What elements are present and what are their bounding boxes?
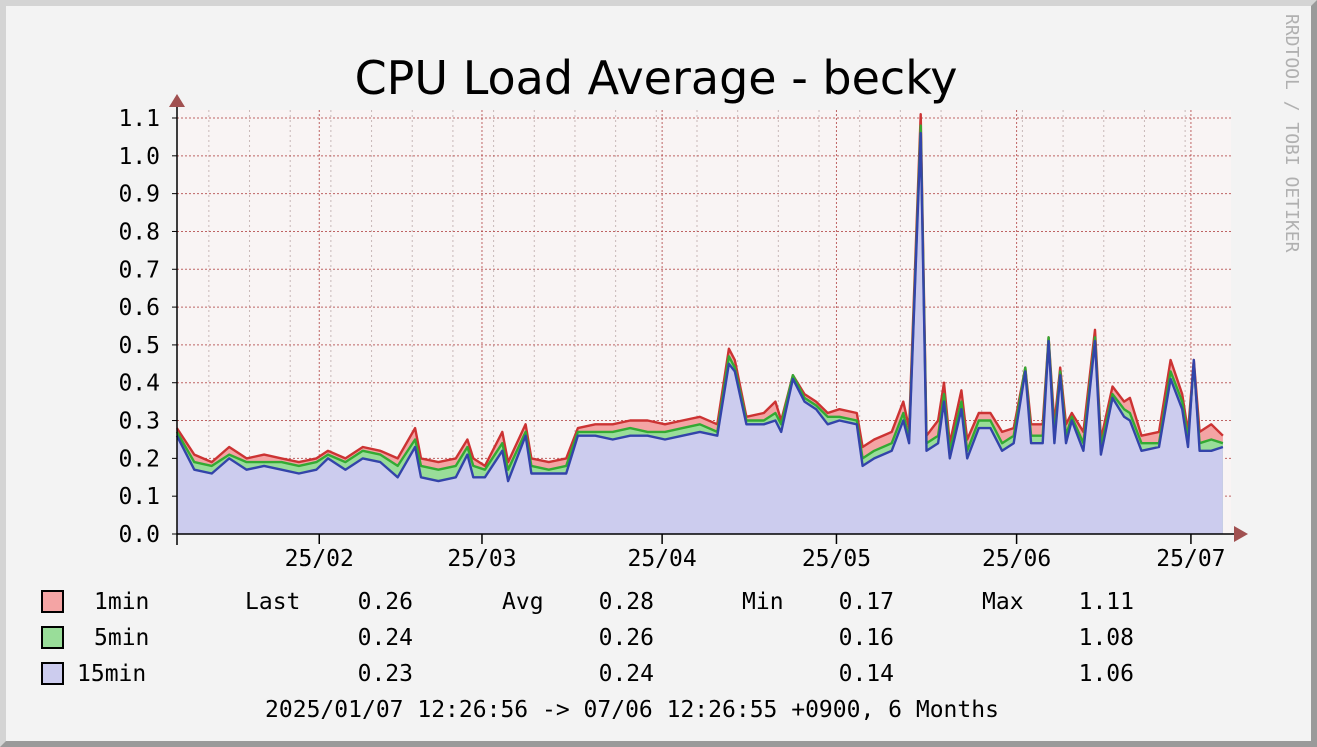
x-axis: 25/02 25/03 25/04 25/05 25/06 25/07 <box>285 534 1226 572</box>
x-axis-arrow-icon <box>1234 526 1248 542</box>
y-tick-label: 1.1 <box>118 106 160 132</box>
chart-title: CPU Load Average - becky <box>355 51 958 105</box>
legend-swatch-15min <box>41 662 64 685</box>
line-5min <box>175 124 1224 471</box>
watermark: RRDTOOL / TOBI OETIKER <box>1281 14 1302 253</box>
y-axis: 0.0 0.1 0.2 0.3 0.4 0.5 0.6 0.7 0.8 0.9 1.0 1.1 <box>118 106 177 548</box>
x-tick-label: 25/02 <box>285 546 354 572</box>
legend-max-value: 1.11 <box>1079 589 1134 615</box>
y-tick-label: 0.4 <box>118 371 160 397</box>
y-tick-label: 0.2 <box>118 446 160 472</box>
time-range-footer: 2025/01/07 12:26:56 -> 07/06 12:26:55 +0… <box>265 697 999 723</box>
legend-min-value: 0.14 <box>839 661 894 687</box>
legend-min-label: Min <box>742 589 784 615</box>
y-tick-label: 0.6 <box>118 295 160 321</box>
legend-last-value: 0.24 <box>358 625 413 651</box>
legend-last-value: 0.23 <box>358 661 413 687</box>
y-tick-label: 1.0 <box>118 144 160 170</box>
legend-avg-value: 0.26 <box>599 625 654 651</box>
legend-name: 5min <box>94 625 149 651</box>
legend-row: 5min 0.24 0.26 0.16 1.08 <box>41 625 1134 651</box>
legend-name: 1min <box>94 589 149 615</box>
legend-last-value: 0.26 <box>358 589 413 615</box>
legend-min-value: 0.17 <box>839 589 894 615</box>
legend-swatch-1min <box>41 590 64 613</box>
x-tick-label: 25/03 <box>447 546 516 572</box>
legend-avg-label: Avg <box>502 589 544 615</box>
y-tick-label: 0.9 <box>118 182 160 208</box>
y-tick-label: 0.8 <box>118 219 160 245</box>
x-tick-label: 25/05 <box>802 546 871 572</box>
area-15min <box>176 133 1223 534</box>
y-tick-label: 0.0 <box>118 522 160 548</box>
x-tick-label: 25/06 <box>982 546 1051 572</box>
y-tick-label: 0.1 <box>118 484 160 510</box>
legend-last-label: Last <box>245 589 300 615</box>
x-tick-label: 25/04 <box>627 546 696 572</box>
y-tick-label: 0.3 <box>118 409 160 435</box>
legend: 1min Last 0.26 Avg 0.28 Min 0.17 Max 1.1… <box>41 589 1134 687</box>
legend-swatch-5min <box>41 626 64 649</box>
legend-row: 15min 0.23 0.24 0.14 1.06 <box>41 661 1134 687</box>
legend-row: 1min Last 0.26 Avg 0.28 Min 0.17 Max 1.1… <box>41 589 1134 615</box>
line-15min <box>175 131 1224 483</box>
line-1min <box>175 113 1224 468</box>
y-tick-label: 0.7 <box>118 257 160 283</box>
series-layer <box>175 113 1224 534</box>
x-tick-label: 25/07 <box>1156 546 1225 572</box>
y-axis-arrow-icon <box>169 94 185 107</box>
legend-max-value: 1.08 <box>1079 625 1134 651</box>
legend-min-value: 0.16 <box>839 625 894 651</box>
legend-avg-value: 0.24 <box>599 661 654 687</box>
legend-name: 15min <box>77 661 146 687</box>
legend-avg-value: 0.28 <box>599 589 654 615</box>
y-tick-label: 0.5 <box>118 333 160 359</box>
legend-max-value: 1.06 <box>1079 661 1134 687</box>
legend-max-label: Max <box>982 589 1024 615</box>
